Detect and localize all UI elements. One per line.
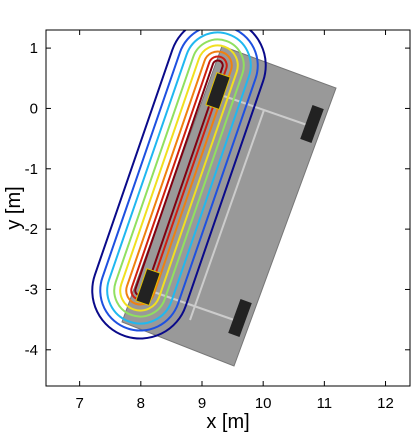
x-tick-label: 10 xyxy=(255,395,272,412)
x-tick-label: 12 xyxy=(377,395,394,412)
x-tick-label: 11 xyxy=(317,395,333,412)
y-tick-label: -4 xyxy=(25,342,38,359)
y-tick-label: -3 xyxy=(25,281,38,298)
x-tick-label: 9 xyxy=(198,395,206,412)
y-tick-label: -2 xyxy=(25,221,38,238)
y-tick-label: -1 xyxy=(25,161,38,178)
scene xyxy=(91,30,337,367)
y-axis-label: y [m] xyxy=(3,186,25,229)
y-tick-label: 1 xyxy=(30,40,38,57)
y-tick-label: 0 xyxy=(30,100,38,117)
x-tick-label: 8 xyxy=(137,395,145,412)
wheels xyxy=(228,105,324,337)
x-axis-label: x [m] xyxy=(206,411,249,433)
contours xyxy=(91,30,267,340)
tractor-wheels xyxy=(135,72,231,306)
axes-box xyxy=(45,29,411,387)
x-tick-label: 7 xyxy=(75,395,83,412)
